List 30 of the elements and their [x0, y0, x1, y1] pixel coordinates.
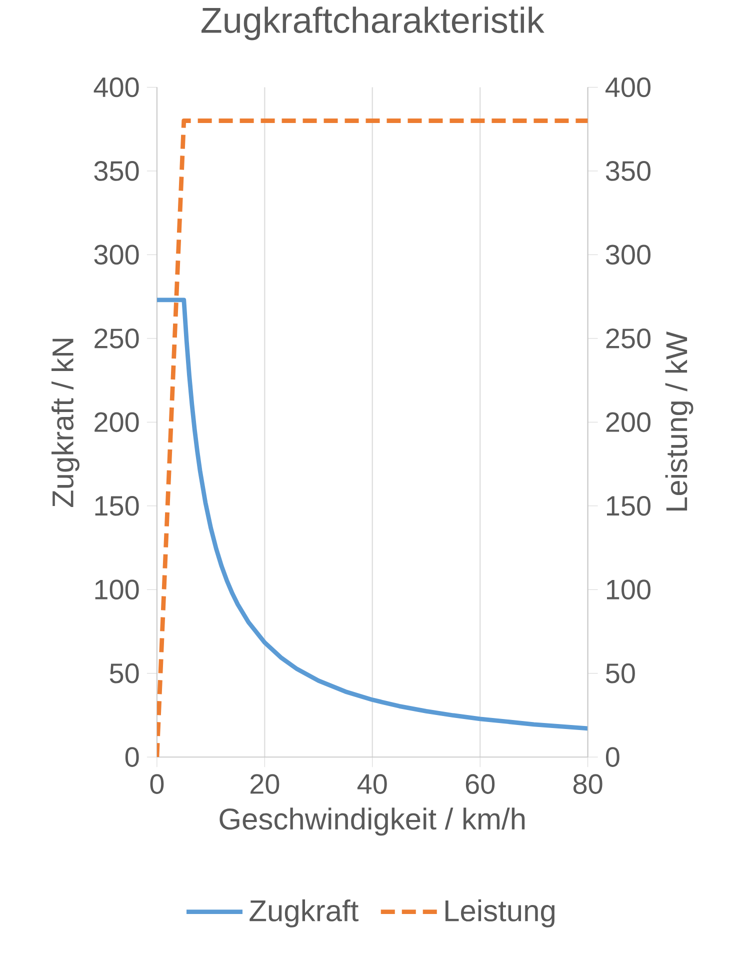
legend-label: Zugkraft — [250, 899, 359, 928]
y-tick-label: 400 — [94, 77, 139, 98]
y2-tick-label: 100 — [607, 580, 651, 600]
x-tick-label: 40 — [358, 774, 387, 794]
y2-tick-label: 300 — [606, 244, 651, 265]
x-tick-label: 80 — [574, 774, 602, 794]
chart-title: Zugkraftcharakteristik — [202, 6, 545, 40]
y-tick-label: 150 — [95, 496, 139, 516]
y-axis-title: Zugkraft / kN — [52, 338, 80, 508]
y2-tick-label: 350 — [606, 161, 651, 181]
y-tick-label: 350 — [94, 161, 139, 181]
y2-tick-label: 50 — [606, 663, 636, 684]
x-tick-label: 60 — [466, 774, 495, 794]
y-tick-label: 0 — [126, 747, 139, 767]
x-axis-title: Geschwindigkeit / km/h — [220, 808, 525, 836]
y-tick-label: 100 — [95, 580, 139, 600]
y2-tick-label: 400 — [606, 77, 651, 98]
y-tick-label: 250 — [94, 328, 139, 348]
y-tick-label: 50 — [110, 663, 139, 684]
y2-tick-label: 150 — [607, 496, 651, 516]
y-tick-label: 200 — [94, 412, 139, 432]
x-tick-label: 0 — [150, 774, 164, 794]
y2-axis-title: Leistung / kW — [665, 331, 694, 511]
x-tick-label: 20 — [250, 774, 280, 794]
y-tick-label: 300 — [94, 244, 139, 265]
line-series — [157, 298, 588, 731]
y2-tick-label: 250 — [606, 328, 651, 348]
legend-label: Leistung — [446, 899, 555, 928]
y2-tick-label: 0 — [606, 747, 620, 767]
y2-tick-label: 200 — [606, 412, 651, 432]
